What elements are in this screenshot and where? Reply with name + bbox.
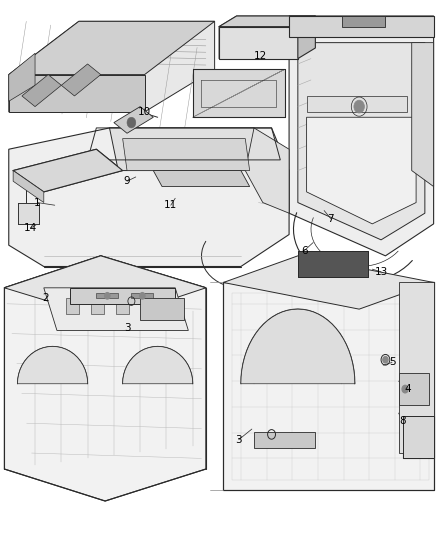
Polygon shape: [4, 256, 206, 501]
Text: 1: 1: [34, 198, 41, 207]
Polygon shape: [193, 69, 285, 117]
Polygon shape: [403, 416, 434, 458]
Polygon shape: [44, 288, 188, 330]
Polygon shape: [22, 75, 61, 107]
Text: 5: 5: [389, 358, 396, 367]
Text: 12: 12: [254, 51, 267, 61]
Polygon shape: [91, 298, 104, 314]
Polygon shape: [9, 75, 145, 112]
Polygon shape: [114, 107, 153, 133]
Text: 9: 9: [124, 176, 131, 186]
Polygon shape: [140, 298, 184, 320]
Polygon shape: [18, 203, 39, 224]
Circle shape: [354, 100, 364, 113]
Polygon shape: [289, 16, 434, 37]
Polygon shape: [141, 298, 154, 314]
Polygon shape: [254, 432, 315, 448]
Polygon shape: [219, 16, 315, 27]
Text: 3: 3: [235, 435, 242, 445]
Polygon shape: [298, 251, 368, 277]
Polygon shape: [166, 298, 180, 314]
Polygon shape: [399, 373, 429, 405]
Polygon shape: [298, 16, 315, 59]
Polygon shape: [298, 43, 425, 240]
Polygon shape: [219, 27, 298, 59]
Polygon shape: [412, 43, 434, 187]
Text: 11: 11: [164, 200, 177, 210]
Circle shape: [402, 385, 408, 393]
Text: 6: 6: [301, 246, 308, 255]
Polygon shape: [399, 282, 434, 453]
Text: 8: 8: [399, 416, 406, 426]
Polygon shape: [9, 128, 289, 266]
Polygon shape: [307, 117, 416, 224]
Circle shape: [140, 293, 145, 299]
Polygon shape: [9, 53, 35, 101]
Polygon shape: [123, 139, 250, 171]
Polygon shape: [241, 309, 355, 384]
Polygon shape: [110, 128, 263, 171]
Text: 4: 4: [404, 384, 411, 394]
Text: 14: 14: [24, 223, 37, 233]
Polygon shape: [245, 128, 289, 213]
Polygon shape: [61, 64, 101, 96]
Polygon shape: [131, 293, 153, 298]
Circle shape: [127, 117, 136, 128]
Polygon shape: [289, 16, 434, 256]
Polygon shape: [13, 171, 44, 203]
Polygon shape: [342, 16, 385, 27]
Polygon shape: [116, 298, 129, 314]
Polygon shape: [66, 298, 79, 314]
Polygon shape: [9, 21, 215, 112]
Polygon shape: [153, 171, 250, 187]
Polygon shape: [96, 293, 118, 298]
Text: 10: 10: [138, 107, 151, 117]
Circle shape: [105, 293, 110, 299]
Text: 2: 2: [42, 294, 49, 303]
Polygon shape: [13, 149, 123, 192]
Polygon shape: [4, 256, 206, 320]
Polygon shape: [9, 21, 215, 75]
Polygon shape: [223, 282, 434, 490]
Polygon shape: [70, 288, 175, 304]
Polygon shape: [18, 346, 88, 384]
Text: 3: 3: [124, 323, 131, 333]
Polygon shape: [223, 256, 434, 309]
Polygon shape: [307, 96, 407, 112]
Text: 13: 13: [374, 267, 388, 277]
Polygon shape: [123, 346, 193, 384]
Circle shape: [383, 357, 388, 363]
Text: 7: 7: [327, 214, 334, 223]
